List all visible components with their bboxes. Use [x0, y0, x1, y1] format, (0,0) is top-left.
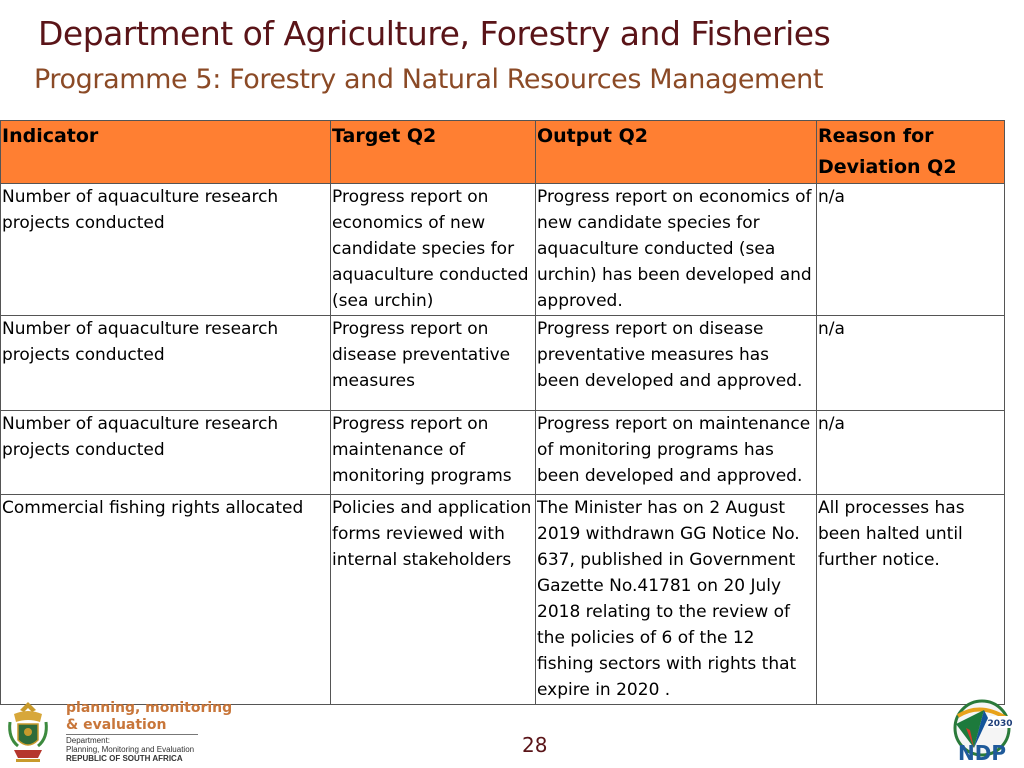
country-name: REPUBLIC OF SOUTH AFRICA: [66, 754, 183, 763]
target-cell: Progress report on economics of new cand…: [330, 183, 536, 316]
column-header-indicator: Indicator: [0, 120, 331, 184]
pme-logo-text-line1: planning, monitoring: [66, 700, 233, 716]
reason-cell: All processes has been halted until furt…: [816, 494, 1005, 705]
logo-divider: [66, 734, 198, 735]
reason-cell: n/a: [816, 315, 1005, 411]
department-name: Planning, Monitoring and Evaluation: [66, 745, 195, 754]
column-header-target: Target Q2: [330, 120, 536, 184]
reason-cell: n/a: [816, 410, 1005, 495]
indicator-cell: Number of aquaculture research projects …: [0, 315, 331, 411]
table-row: Number of aquaculture research projects …: [0, 183, 1005, 316]
reason-cell: n/a: [816, 183, 1005, 316]
ndp-2030-logo: 2030 NDP: [953, 699, 1013, 764]
department-label: Department:: [66, 736, 111, 745]
indicator-cell: Number of aquaculture research projects …: [0, 410, 331, 495]
ndp-year-text: 2030: [987, 719, 1012, 729]
target-cell: Policies and application forms reviewed …: [330, 494, 536, 705]
table-header-row: Indicator Target Q2 Output Q2 Reason for…: [0, 120, 1005, 184]
indicator-table: Indicator Target Q2 Output Q2 Reason for…: [0, 120, 1005, 705]
table-row: Commercial fishing rights allocated Poli…: [0, 494, 1005, 705]
ndp-text: NDP: [958, 741, 1006, 764]
column-header-reason: Reason for Deviation Q2: [816, 120, 1005, 184]
target-cell: Progress report on maintenance of monito…: [330, 410, 536, 495]
page-title: Department of Agriculture, Forestry and …: [38, 14, 831, 53]
page-number: 28: [522, 733, 548, 757]
output-cell: Progress report on economics of new cand…: [535, 183, 817, 316]
output-cell: The Minister has on 2 August 2019 withdr…: [535, 494, 817, 705]
column-header-output: Output Q2: [535, 120, 817, 184]
coat-of-arms-icon: [8, 702, 48, 762]
pme-logo-text-line2: & evaluation: [66, 717, 167, 733]
table-row: Number of aquaculture research projects …: [0, 315, 1005, 411]
output-cell: Progress report on maintenance of monito…: [535, 410, 817, 495]
dpme-logo: planning, monitoring & evaluation Depart…: [2, 700, 232, 766]
indicator-cell: Commercial fishing rights allocated: [0, 494, 331, 705]
target-cell: Progress report on disease preventative …: [330, 315, 536, 411]
table-row: Number of aquaculture research projects …: [0, 410, 1005, 495]
indicator-cell: Number of aquaculture research projects …: [0, 183, 331, 316]
page-subtitle: Programme 5: Forestry and Natural Resour…: [34, 64, 824, 95]
output-cell: Progress report on disease preventative …: [535, 315, 817, 411]
